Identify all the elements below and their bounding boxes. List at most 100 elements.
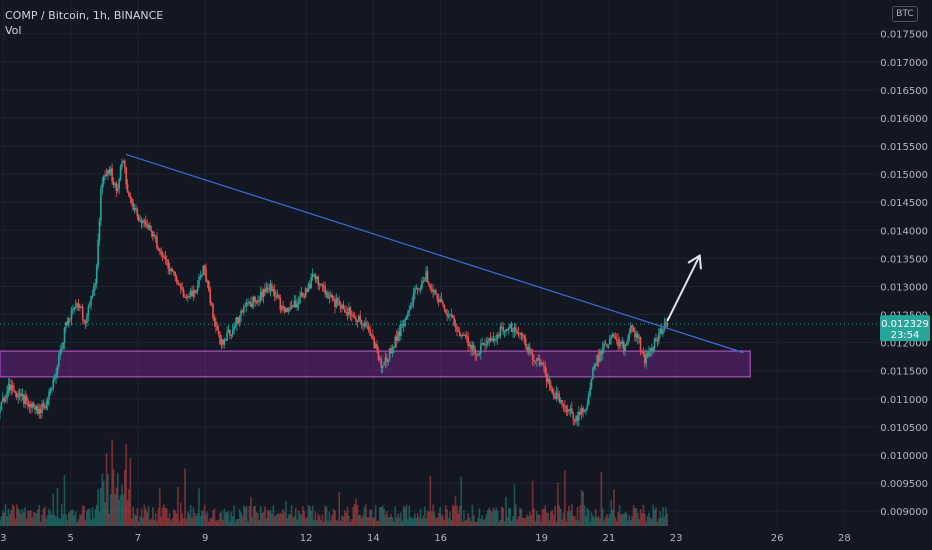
candle xyxy=(472,345,475,350)
candle xyxy=(383,362,385,366)
candle xyxy=(478,353,481,355)
volume-bar xyxy=(456,505,458,526)
volume-bar xyxy=(205,514,207,526)
volume-bar xyxy=(411,518,413,526)
volume-bar xyxy=(534,521,537,526)
volume-bar xyxy=(586,507,589,526)
volume-bar xyxy=(372,518,374,526)
volume-bar xyxy=(377,520,380,526)
volume-bar xyxy=(13,506,15,526)
volume-bar xyxy=(175,513,178,526)
volume-bar xyxy=(613,489,615,526)
candle xyxy=(561,400,563,405)
candle xyxy=(454,325,457,328)
volume-bar xyxy=(432,504,434,526)
candle xyxy=(139,220,141,222)
volume-bar xyxy=(646,516,649,526)
volume-bar xyxy=(555,521,558,526)
candle xyxy=(322,285,325,288)
volume-bar xyxy=(606,514,608,526)
candle xyxy=(77,303,80,309)
volume-bar xyxy=(414,513,416,526)
candle xyxy=(213,317,216,322)
volume-bar xyxy=(105,453,108,526)
volume-bar xyxy=(383,508,385,526)
volume-bar xyxy=(259,505,262,526)
candle xyxy=(175,276,178,282)
volume-bar xyxy=(523,518,526,526)
volume-bar xyxy=(344,510,346,526)
candle xyxy=(178,284,181,286)
volume-bar xyxy=(212,510,214,526)
volume-bar xyxy=(314,511,317,526)
candle xyxy=(41,403,43,414)
volume-bar xyxy=(379,507,381,526)
volume-bar xyxy=(492,507,495,526)
candle xyxy=(280,306,283,310)
volume-bar xyxy=(572,515,575,526)
candle xyxy=(308,284,311,289)
volume-bar xyxy=(87,508,90,526)
volume-bar xyxy=(199,516,202,526)
candle xyxy=(657,333,660,342)
candle xyxy=(407,312,409,316)
candle xyxy=(170,268,172,272)
projection-arrow-head xyxy=(687,254,701,264)
candle xyxy=(339,305,342,309)
candle xyxy=(508,327,510,331)
volume-bar xyxy=(461,521,464,526)
candle xyxy=(412,293,415,303)
volume-bar xyxy=(421,518,423,526)
volume-bar xyxy=(516,519,519,526)
y-tick-label: 0.015000 xyxy=(880,170,928,181)
y-tick-label: 0.010000 xyxy=(880,451,928,462)
candle xyxy=(367,326,370,330)
volume-bar xyxy=(304,518,307,526)
volume-bar xyxy=(223,508,226,526)
candle xyxy=(180,284,182,289)
volume-bar xyxy=(493,510,496,526)
price-axis[interactable]: 0.009000 0.009500 0.010000 0.010500 0.011000… xyxy=(880,30,928,518)
volume-bar xyxy=(436,517,439,526)
volume-bar xyxy=(98,511,101,526)
volume-bar xyxy=(408,505,411,526)
volume-bar xyxy=(84,519,87,526)
candle xyxy=(147,224,150,228)
volume-bar xyxy=(346,506,349,526)
volume-bar xyxy=(107,473,109,526)
volume-bar xyxy=(80,514,83,526)
candle xyxy=(156,236,158,249)
volume-bar xyxy=(58,517,60,526)
volume-bar xyxy=(59,518,62,526)
volume-bar xyxy=(596,517,598,526)
candle xyxy=(554,396,556,399)
volume-bar xyxy=(30,510,32,526)
volume-bar xyxy=(125,444,127,526)
currency-badge[interactable]: BTC xyxy=(892,6,918,22)
candle xyxy=(86,315,88,324)
candle xyxy=(84,321,87,324)
volume-bar xyxy=(335,519,338,526)
volume-bar xyxy=(187,511,189,526)
candle xyxy=(133,207,136,210)
candle xyxy=(52,379,55,389)
volume-bar xyxy=(268,511,270,526)
candle xyxy=(547,378,549,383)
y-tick-label: 0.014000 xyxy=(880,226,928,237)
candle xyxy=(482,342,485,345)
time-axis[interactable]: 3 5 7 9 12 14 16 19 21 23 26 28 xyxy=(0,533,851,544)
candle xyxy=(599,350,601,362)
volume-bar xyxy=(607,517,610,526)
volume-bar xyxy=(624,512,626,526)
volume-bar xyxy=(325,506,328,526)
candle xyxy=(643,354,646,364)
candle xyxy=(334,299,336,308)
volume-bar xyxy=(156,521,158,526)
volume-bar xyxy=(439,507,441,526)
volume-bar xyxy=(143,504,146,526)
candle xyxy=(522,334,524,337)
last-price-box xyxy=(880,315,930,342)
candle xyxy=(465,335,468,337)
volume-bar xyxy=(513,484,516,526)
